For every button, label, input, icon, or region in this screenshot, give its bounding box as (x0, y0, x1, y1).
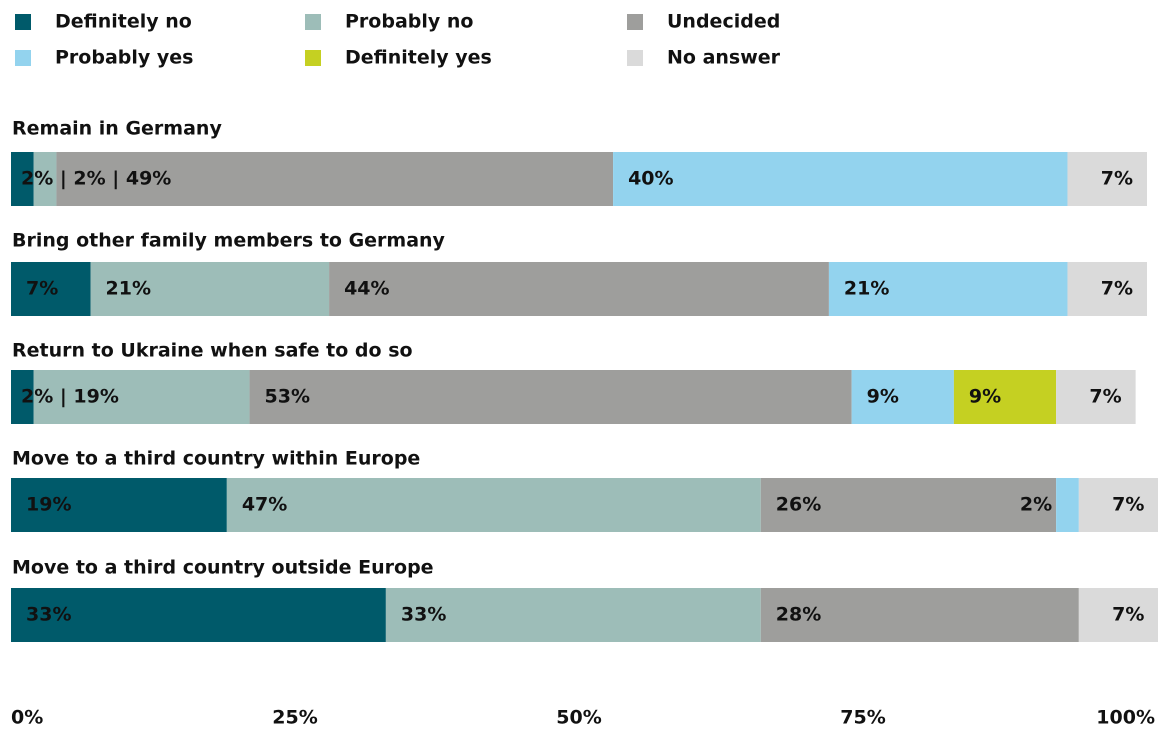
data-label: 26% (776, 494, 821, 516)
data-label: 33% (401, 604, 446, 626)
legend-swatch (15, 50, 31, 66)
bar-segment (226, 478, 761, 532)
x-tick-label: 50% (556, 707, 601, 729)
bar-segment (11, 262, 91, 316)
bar-segment (1078, 588, 1158, 642)
row-title: Move to a third country within Europe (12, 448, 420, 470)
data-label: 7% (1101, 168, 1133, 190)
row-title: Remain in Germany (12, 118, 222, 140)
x-tick-label: 75% (840, 707, 885, 729)
legend-swatch (305, 14, 321, 30)
legend-swatch (305, 50, 321, 66)
bar-segment (1056, 478, 1079, 532)
row-title: Move to a third country outside Europe (12, 557, 434, 579)
x-tick-label: 0% (11, 707, 43, 729)
data-label: 9% (867, 386, 899, 408)
bar-segment (1067, 262, 1147, 316)
legend-label: Definitely yes (345, 47, 492, 69)
bar-segment (828, 262, 1068, 316)
data-label: 2% | 2% | 49% (21, 168, 171, 190)
legend-swatch (627, 14, 643, 30)
bar-segment (760, 588, 1079, 642)
data-label: 21% (106, 278, 151, 300)
legend-swatch (627, 50, 643, 66)
row-title: Return to Ukraine when safe to do so (12, 340, 413, 362)
row-title: Bring other family members to Germany (12, 230, 446, 252)
x-tick-label: 100% (1096, 707, 1155, 729)
bar-segment (11, 588, 386, 642)
bar-segment (249, 370, 852, 424)
data-label: 28% (776, 604, 821, 626)
bar-segment (329, 262, 829, 316)
data-label: 33% (26, 604, 71, 626)
bar-segment (56, 152, 614, 206)
bar-segment (1067, 152, 1147, 206)
data-label: 7% (1101, 278, 1133, 300)
data-label: 47% (242, 494, 287, 516)
data-label: 7% (1112, 494, 1144, 516)
data-label: 40% (628, 168, 673, 190)
bar-segment (33, 152, 57, 206)
bar-segment (851, 370, 954, 424)
legend-label: Undecided (667, 11, 780, 33)
data-label: 7% (1089, 386, 1121, 408)
data-label: 53% (265, 386, 310, 408)
data-label: 2% | 19% (21, 386, 119, 408)
legend-label: Definitely no (55, 11, 192, 33)
data-label: 7% (1112, 604, 1144, 626)
bar-segment (11, 152, 34, 206)
data-label: 44% (344, 278, 389, 300)
bar-segment (11, 478, 227, 532)
bar-segment (90, 262, 330, 316)
bar-segment (385, 588, 761, 642)
bar-segment (613, 152, 1068, 206)
legend-label: Probably yes (55, 47, 193, 69)
data-label: 7% (26, 278, 58, 300)
bar-segment (953, 370, 1057, 424)
bar-segment (11, 370, 34, 424)
data-label: 19% (26, 494, 71, 516)
data-label: 21% (844, 278, 889, 300)
bar-segment (760, 478, 1057, 532)
bar-segment (1056, 370, 1136, 424)
bar-segment (33, 370, 250, 424)
legend-label: No answer (667, 47, 781, 69)
data-label: 2% (1020, 494, 1052, 516)
data-label: 9% (969, 386, 1001, 408)
x-tick-label: 25% (272, 707, 317, 729)
legend-swatch (15, 14, 31, 30)
legend-label: Probably no (345, 11, 473, 33)
bar-segment (1078, 478, 1158, 532)
